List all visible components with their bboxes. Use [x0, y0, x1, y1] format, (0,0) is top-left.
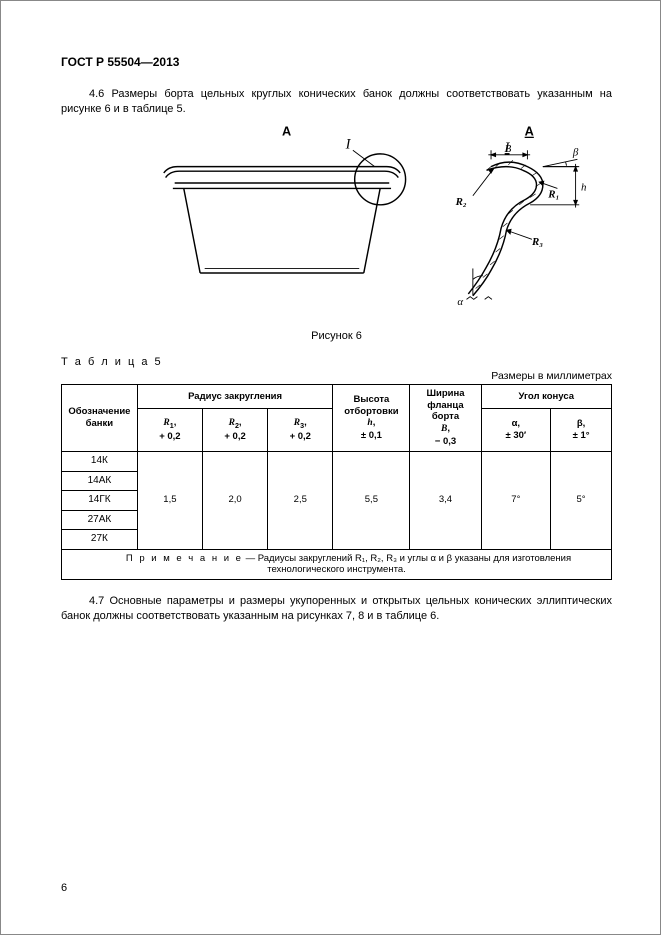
label-B: B [505, 143, 512, 155]
table-5-units: Размеры в миллиметрах [61, 370, 612, 382]
label-A-right: А [525, 123, 534, 138]
paragraph-4-6: 4.6 Размеры борта цельных круглых кониче… [61, 87, 612, 117]
cell-h: 5,5 [333, 452, 410, 550]
cell-alpha: 7° [481, 452, 551, 550]
th-alpha: α,± 30′ [505, 418, 526, 441]
label-A-left: А [282, 123, 291, 138]
th-flange: ШиринафланцабортаB,− 0,3 [426, 388, 464, 448]
figure-6-svg: А I А [61, 123, 612, 323]
document-header: ГОСТ Р 55504—2013 [61, 55, 612, 69]
th-designation: Обозначениебанки [68, 406, 130, 429]
row-14gk: 14ГК [62, 491, 138, 511]
table-5: Обозначениебанки Радиус закругления Высо… [61, 384, 612, 581]
label-h: h [581, 181, 586, 193]
label-beta: β [572, 146, 579, 158]
th-height: Высотаотбортовкиh,± 0,1 [344, 394, 398, 442]
figure-6: А I А [61, 123, 612, 326]
cell-beta: 5° [551, 452, 612, 550]
page-number: 6 [61, 882, 67, 894]
th-beta: β,± 1° [573, 418, 590, 441]
th-radius-group: Радиус закругления [137, 384, 333, 409]
table-5-note: П р и м е ч а н и е — Радиусы закруглени… [62, 549, 612, 580]
th-r2: R2,+ 0,2 [224, 417, 245, 442]
cell-r1: 1,5 [137, 452, 202, 550]
label-R1: R₁ [547, 188, 559, 200]
row-14ak: 14АК [62, 471, 138, 491]
cell-b: 3,4 [410, 452, 481, 550]
paragraph-4-7: 4.7 Основные параметры и размеры укупоре… [61, 594, 612, 624]
label-alpha: α [457, 296, 463, 308]
cell-r2: 2,0 [202, 452, 267, 550]
page: ГОСТ Р 55504—2013 4.6 Размеры борта цель… [0, 0, 661, 935]
row-14k: 14К [62, 452, 138, 472]
figure-6-caption: Рисунок 6 [61, 330, 612, 342]
row-27k: 27К [62, 530, 138, 550]
cell-r3: 2,5 [268, 452, 333, 550]
label-R2: R₂ [455, 196, 467, 208]
th-r1: R1,+ 0,2 [159, 417, 180, 442]
table-5-label: Т а б л и ц а 5 [61, 356, 612, 368]
th-cone-group: Угол конуса [481, 384, 611, 409]
label-R3: R₃ [531, 236, 543, 248]
row-27ak: 27АК [62, 510, 138, 530]
label-I-left: I [345, 136, 352, 152]
th-r3: R3,+ 0,2 [290, 417, 311, 442]
